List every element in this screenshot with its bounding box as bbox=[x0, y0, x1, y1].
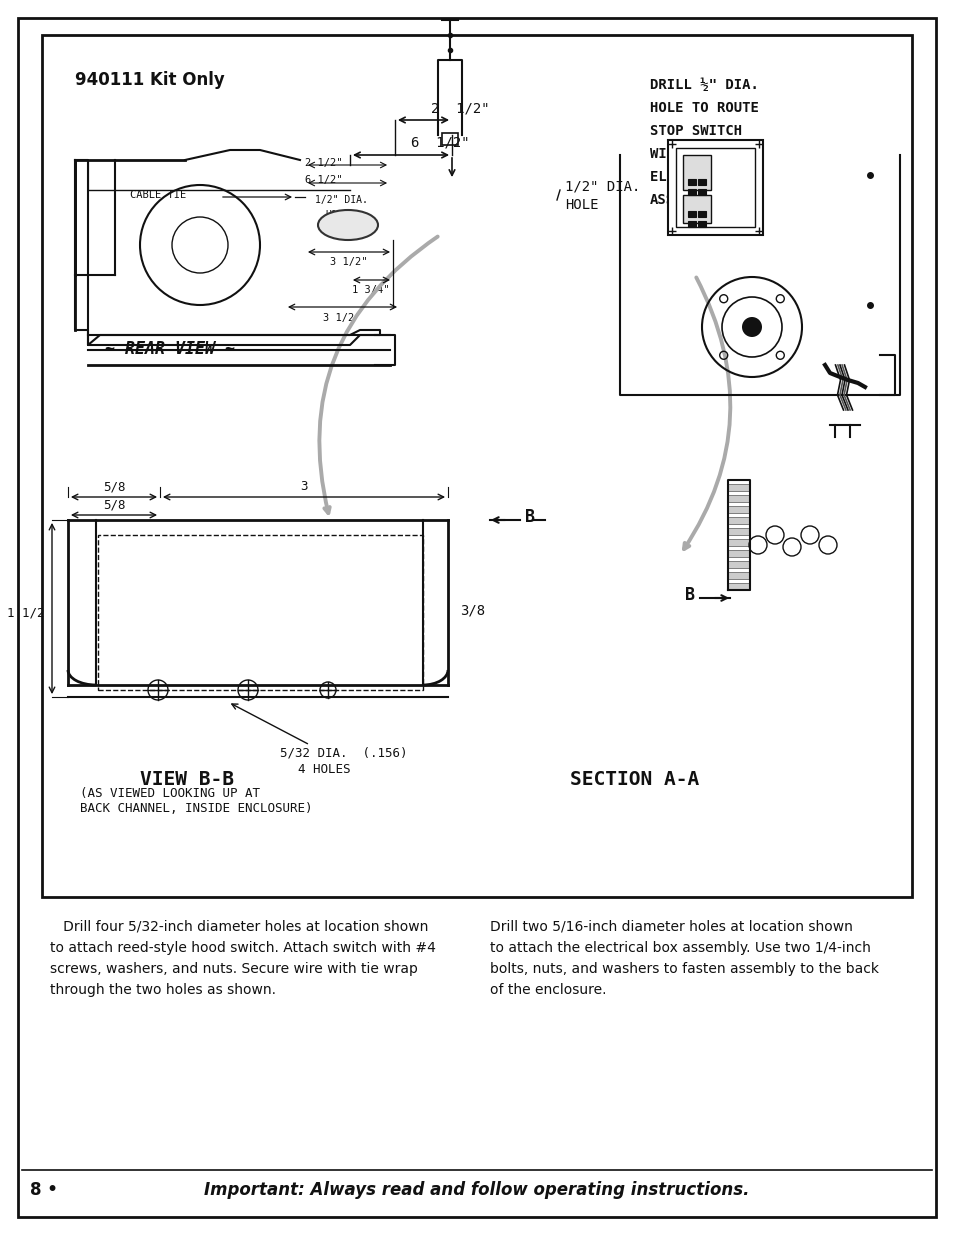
Bar bbox=[42, 35, 911, 897]
Bar bbox=[687, 189, 696, 195]
Text: bolts, nuts, and washers to fasten assembly to the back: bolts, nuts, and washers to fasten assem… bbox=[490, 962, 878, 976]
Text: 940111 Kit Only: 940111 Kit Only bbox=[75, 70, 225, 89]
Text: VIEW B-B: VIEW B-B bbox=[140, 769, 233, 789]
Text: 1/2" DIA.: 1/2" DIA. bbox=[564, 180, 639, 194]
Text: 2 1/2": 2 1/2" bbox=[305, 158, 342, 168]
Text: 5/16 DIA.: 5/16 DIA. bbox=[325, 219, 370, 227]
Text: CABLE TIE: CABLE TIE bbox=[130, 190, 186, 200]
Text: 8 •: 8 • bbox=[30, 1181, 58, 1199]
Bar bbox=[682, 156, 710, 190]
Bar bbox=[727, 529, 749, 535]
Text: Drill four 5/32-inch diameter holes at location shown: Drill four 5/32-inch diameter holes at l… bbox=[50, 920, 428, 934]
Text: STOP SWITCH: STOP SWITCH bbox=[649, 124, 741, 138]
Text: ELECTRIC BOX: ELECTRIC BOX bbox=[649, 170, 750, 184]
Circle shape bbox=[741, 317, 761, 337]
Bar bbox=[727, 484, 749, 492]
Bar bbox=[727, 538, 749, 546]
Text: 3/8: 3/8 bbox=[459, 603, 485, 618]
Bar bbox=[698, 189, 705, 195]
Text: 2  1/2": 2 1/2" bbox=[430, 101, 489, 115]
Bar bbox=[682, 195, 710, 224]
Text: Important: Always read and follow operating instructions.: Important: Always read and follow operat… bbox=[204, 1181, 749, 1199]
Text: 3 1/2": 3 1/2" bbox=[323, 312, 360, 324]
Text: through the two holes as shown.: through the two holes as shown. bbox=[50, 983, 275, 997]
Text: 5/8: 5/8 bbox=[103, 480, 125, 493]
Text: 6  1/2": 6 1/2" bbox=[410, 136, 469, 149]
Text: ASSY.: ASSY. bbox=[649, 193, 691, 207]
Bar bbox=[687, 221, 696, 227]
Text: DRILL ½" DIA.: DRILL ½" DIA. bbox=[649, 78, 758, 91]
Text: screws, washers, and nuts. Secure wire with tie wrap: screws, washers, and nuts. Secure wire w… bbox=[50, 962, 417, 976]
Text: B: B bbox=[524, 508, 535, 526]
Bar bbox=[98, 535, 422, 690]
Text: 1 3/4": 1 3/4" bbox=[352, 285, 390, 295]
Bar bbox=[698, 211, 705, 217]
Bar bbox=[727, 506, 749, 513]
Bar bbox=[687, 211, 696, 217]
Bar bbox=[698, 221, 705, 227]
Bar bbox=[667, 140, 762, 235]
Text: 2 HOLES: 2 HOLES bbox=[330, 228, 365, 237]
Text: 1/2" DIA.: 1/2" DIA. bbox=[314, 195, 368, 205]
Text: BACK CHANNEL, INSIDE ENCLOSURE): BACK CHANNEL, INSIDE ENCLOSURE) bbox=[80, 802, 313, 815]
Text: to attach reed-style hood switch. Attach switch with #4: to attach reed-style hood switch. Attach… bbox=[50, 941, 436, 955]
Text: 5/8: 5/8 bbox=[103, 498, 125, 511]
Bar bbox=[441, 133, 457, 144]
Bar bbox=[727, 550, 749, 557]
Bar bbox=[727, 495, 749, 501]
Text: of the enclosure.: of the enclosure. bbox=[490, 983, 606, 997]
Text: HOLE: HOLE bbox=[325, 210, 348, 220]
Text: HOLE: HOLE bbox=[564, 198, 598, 212]
Text: Drill two 5/16-inch diameter holes at location shown: Drill two 5/16-inch diameter holes at lo… bbox=[490, 920, 852, 934]
Text: B: B bbox=[684, 585, 695, 604]
Text: (AS VIEWED LOOKING UP AT: (AS VIEWED LOOKING UP AT bbox=[80, 787, 260, 800]
Text: WIRE TO: WIRE TO bbox=[649, 147, 708, 161]
Text: 5/32 DIA.  (.156): 5/32 DIA. (.156) bbox=[280, 747, 407, 760]
Text: 4 HOLES: 4 HOLES bbox=[297, 763, 350, 776]
Text: 3 1/2": 3 1/2" bbox=[330, 257, 367, 267]
Bar bbox=[727, 583, 749, 590]
Text: 6 1/2": 6 1/2" bbox=[305, 175, 342, 185]
Bar bbox=[727, 517, 749, 524]
Ellipse shape bbox=[317, 210, 377, 240]
Bar bbox=[727, 572, 749, 579]
Text: 1 1/2: 1 1/2 bbox=[8, 606, 45, 620]
Text: ~ REAR VIEW ~: ~ REAR VIEW ~ bbox=[105, 340, 234, 358]
Bar bbox=[676, 148, 754, 227]
Bar bbox=[727, 561, 749, 568]
Text: HOLE TO ROUTE: HOLE TO ROUTE bbox=[649, 101, 758, 115]
Text: SECTION A-A: SECTION A-A bbox=[569, 769, 699, 789]
Bar bbox=[698, 179, 705, 185]
Bar bbox=[687, 179, 696, 185]
Text: 3: 3 bbox=[300, 480, 308, 493]
Text: to attach the electrical box assembly. Use two 1/4-inch: to attach the electrical box assembly. U… bbox=[490, 941, 870, 955]
